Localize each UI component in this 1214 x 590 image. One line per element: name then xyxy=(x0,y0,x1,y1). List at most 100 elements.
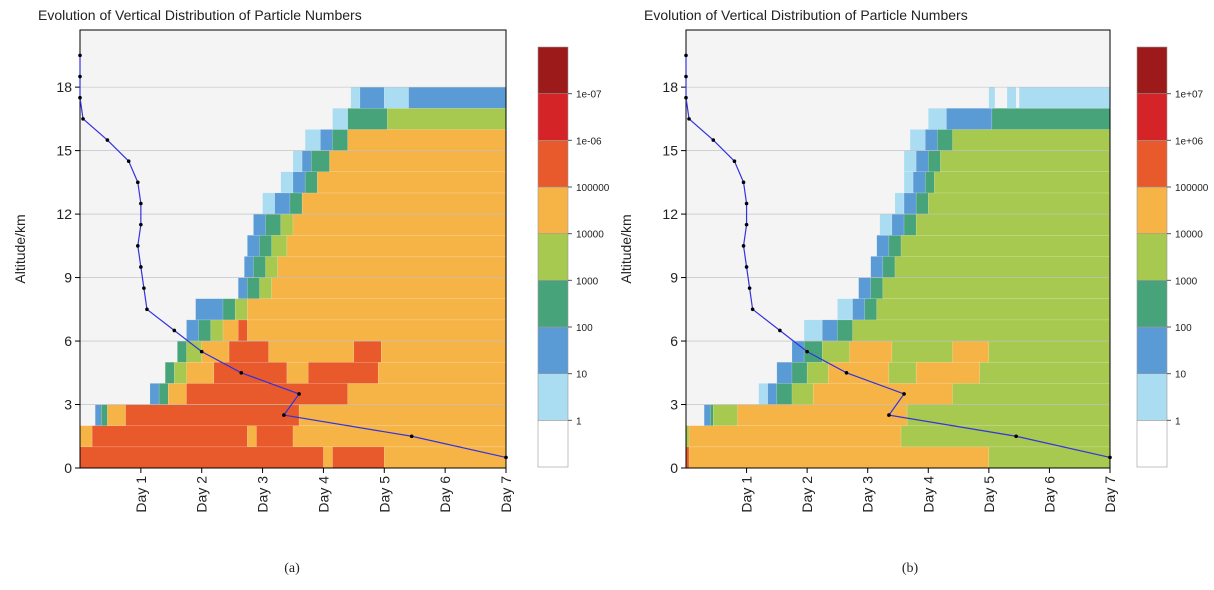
heat-cell xyxy=(870,256,884,278)
colorbar-label: 100000 xyxy=(1175,183,1209,194)
chart: 0 3 6 9 12 15 18 Day 1 Day 2 Day 3 Day 4 Day 5 Day 6… xyxy=(618,7,1209,576)
colorbar-box xyxy=(537,233,569,281)
heat-cell xyxy=(925,129,938,151)
heat-cell xyxy=(377,361,507,384)
y-tick-label: 12 xyxy=(662,206,678,222)
colorbar-label: 100000 xyxy=(576,183,610,194)
heat-cell xyxy=(806,361,829,384)
profile-point xyxy=(142,286,146,290)
x-tick-label: Day 3 xyxy=(255,476,271,513)
profile-point xyxy=(744,265,749,269)
heat-cell xyxy=(925,171,935,194)
x-tick-label: Day 7 xyxy=(1102,476,1118,513)
heat-cell xyxy=(915,361,981,384)
profile-point xyxy=(1108,455,1112,460)
heat-cell xyxy=(828,361,890,384)
heat-cell xyxy=(882,256,896,278)
profile-point xyxy=(887,413,891,417)
heat-cell xyxy=(101,404,108,426)
heat-cell xyxy=(186,383,349,405)
heat-cell xyxy=(323,446,333,469)
heat-cell xyxy=(852,319,1111,342)
colorbar-label: 10 xyxy=(1175,370,1187,381)
heat-cell xyxy=(1006,86,1017,109)
y-axis-label: Altitude/km xyxy=(618,214,634,283)
profile-point xyxy=(687,117,691,121)
heat-cell xyxy=(928,150,941,173)
heat-cell xyxy=(158,383,169,405)
heat-cell xyxy=(803,319,823,342)
profile-point xyxy=(750,307,755,312)
heat-cell xyxy=(247,298,507,321)
y-tick-label: 15 xyxy=(662,143,678,159)
heat-cell xyxy=(900,425,1111,448)
x-tick-label: Day 1 xyxy=(739,476,755,513)
colorbar-label: 10 xyxy=(576,370,588,381)
profile-point xyxy=(747,286,752,290)
profile-point xyxy=(744,222,749,227)
profile-point xyxy=(409,434,414,439)
heat-cell xyxy=(876,298,1111,321)
heat-cell xyxy=(688,446,990,469)
heat-cell xyxy=(359,86,385,109)
y-tick-label: 3 xyxy=(670,397,678,413)
x-tick-label: Day 4 xyxy=(315,476,331,513)
profile-point xyxy=(105,138,110,142)
colorbar-label: 100 xyxy=(1175,323,1192,334)
heat-cell xyxy=(307,361,379,384)
heat-cell xyxy=(164,361,175,384)
profile-point xyxy=(711,138,716,142)
heat-cell xyxy=(198,319,212,342)
profile-point xyxy=(136,244,140,248)
heat-cell xyxy=(408,86,507,109)
y-tick-label: 18 xyxy=(662,79,678,95)
heat-cell xyxy=(332,129,349,151)
profile-point xyxy=(139,201,143,206)
heat-cell xyxy=(234,298,248,321)
profile-point xyxy=(805,349,809,354)
y-tick-label: 12 xyxy=(56,206,72,222)
colorbar-box xyxy=(537,326,569,374)
heat-cell xyxy=(384,86,409,109)
x-tick-label: Day 1 xyxy=(133,476,149,513)
colorbar-label: 100 xyxy=(576,323,593,334)
heat-cell xyxy=(289,192,303,215)
heat-cell xyxy=(915,192,929,215)
heat-cell xyxy=(894,192,905,215)
x-tick-label: Day 4 xyxy=(920,476,936,513)
colorbar-box xyxy=(537,186,569,234)
heat-cell xyxy=(912,171,926,194)
heat-cell xyxy=(91,425,248,448)
heat-cell xyxy=(952,383,1111,405)
profile-point xyxy=(172,328,177,333)
caption: (b) xyxy=(902,561,919,576)
profile-point xyxy=(78,74,82,79)
heat-cell xyxy=(928,192,1111,215)
heat-cell xyxy=(909,129,926,151)
heat-cell xyxy=(292,171,306,194)
profile-point xyxy=(81,117,85,121)
y-tick-label: 9 xyxy=(64,270,72,286)
colorbar-box xyxy=(537,46,569,94)
heat-cell xyxy=(277,256,507,278)
heat-cell xyxy=(256,425,294,448)
heat-cell xyxy=(776,361,793,384)
heat-cell xyxy=(988,86,996,109)
heat-cell xyxy=(891,340,953,363)
heat-cell xyxy=(991,108,1111,130)
heat-cell xyxy=(149,383,160,405)
heat-cell xyxy=(222,319,239,342)
heat-cell xyxy=(253,213,266,236)
profile-point xyxy=(136,180,140,185)
y-tick-label: 3 xyxy=(64,397,72,413)
heat-cell xyxy=(107,404,126,426)
x-tick-label: Day 2 xyxy=(799,476,815,513)
heat-cell xyxy=(988,446,1111,469)
colorbar-label: 1 xyxy=(1175,416,1181,427)
heat-cell xyxy=(903,171,914,194)
heat-cell xyxy=(888,361,917,384)
heat-cell xyxy=(247,234,260,257)
heat-cell xyxy=(292,150,303,173)
heat-cell xyxy=(304,171,318,194)
